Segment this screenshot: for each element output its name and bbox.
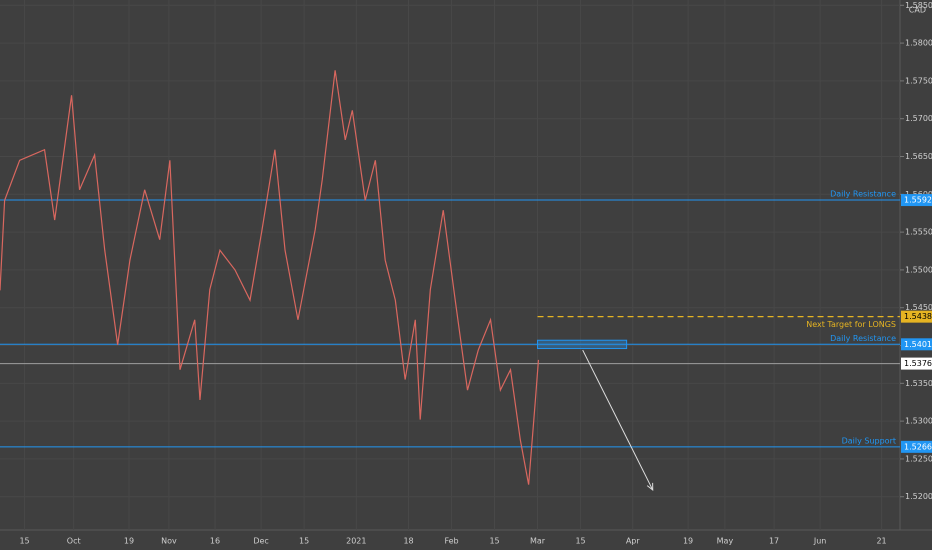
price-tag [901,357,932,370]
y-tick-label: 1.57000 [905,114,932,123]
x-tick-label: Nov [161,537,177,546]
arrow [582,349,654,491]
x-tick-label: 21 [876,537,886,546]
x-tick-label: 15 [19,537,29,546]
price-tag-label: 1.54382 [904,312,932,321]
x-tick-label: 19 [124,537,134,546]
x-tick-label: 15 [299,537,309,546]
level-label: Next Target for LONGS [806,320,896,329]
y-tick-label: 1.52500 [905,454,932,463]
y-tick-label: 1.54500 [905,303,932,312]
x-tick-label: 18 [403,537,413,546]
price-line [0,70,540,485]
price-tag-label: 1.53761 [904,359,932,368]
x-tick-label: 16 [210,537,220,546]
x-tick-label: Jun [813,537,827,546]
x-tick-label: May [717,537,734,546]
x-tick-label: Apr [626,537,641,546]
y-tick-label: 1.53500 [905,379,932,388]
y-tick-label: 1.55000 [905,265,932,274]
price-tag-label: 1.54016 [904,340,932,349]
price-tag [901,440,932,453]
level-label: Daily Resistance [830,334,896,343]
x-tick-label: 15 [575,537,585,546]
y-tick-label: 1.55500 [905,228,932,237]
price-tag-label: 1.52660 [904,442,932,451]
x-tick-label: Feb [444,537,458,546]
y-tick-label: 1.52000 [905,492,932,501]
y-tick-label: 1.53000 [905,417,932,426]
level-label: Daily Resistance [830,190,896,199]
price-tag [901,338,932,351]
x-tick-label: 15 [489,537,499,546]
x-tick-label: 2021 [346,537,366,546]
price-tag-label: 1.55924 [904,196,932,205]
x-tick-label: Oct [67,537,81,546]
currency-label: CAD [909,6,926,15]
price-tag [901,310,932,323]
x-tick-label: Mar [530,537,546,546]
y-tick-label: 1.56500 [905,152,932,161]
y-tick-label: 1.57500 [905,76,932,85]
zone [537,339,628,350]
level-label: Daily Support [842,436,896,445]
y-tick-label: 1.58500 [905,1,932,10]
x-tick-label: 19 [683,537,693,546]
y-tick-label: 1.58000 [905,39,932,48]
x-tick-label: 17 [769,537,779,546]
x-tick-label: Dec [253,537,268,546]
price-tag [901,194,932,207]
arrow-head [646,482,654,491]
